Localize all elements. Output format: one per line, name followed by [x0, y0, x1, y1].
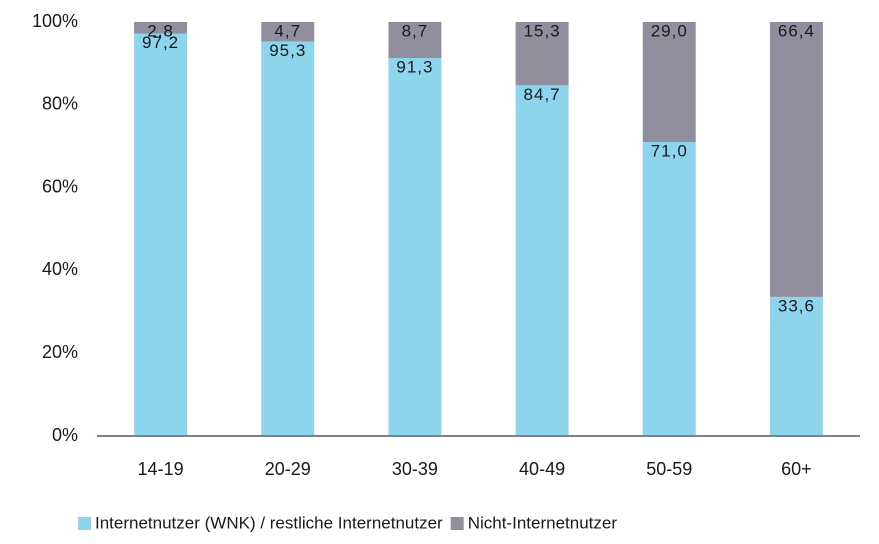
y-tick-label: 20% — [42, 342, 78, 362]
data-label: 15,3 — [524, 21, 561, 40]
legend-swatch — [450, 517, 464, 530]
data-label: 8,7 — [402, 21, 429, 40]
bar-segment — [515, 85, 569, 436]
data-label: 66,4 — [778, 21, 815, 40]
bar-segment — [134, 22, 188, 34]
data-label: 29,0 — [651, 21, 688, 40]
bar-segment — [261, 41, 315, 436]
bar-segment — [769, 296, 823, 436]
data-label: 71,0 — [651, 142, 688, 161]
bar-segment — [642, 22, 696, 143]
x-tick-label: 14-19 — [138, 459, 184, 479]
x-tick-label: 30-39 — [392, 459, 438, 479]
x-tick-label: 40-49 — [519, 459, 565, 479]
bar-segment — [515, 22, 569, 86]
x-tick-label: 20-29 — [265, 459, 311, 479]
bar-segment — [134, 33, 188, 436]
legend-label: Nicht-Internetnutzer — [468, 513, 618, 532]
data-label: 91,3 — [396, 58, 433, 77]
bar-segment — [769, 22, 823, 297]
data-label: 95,3 — [269, 41, 306, 60]
y-tick-label: 40% — [42, 259, 78, 279]
data-label: 33,6 — [778, 296, 815, 315]
y-tick-label: 100% — [32, 11, 78, 31]
bar-segment — [388, 22, 442, 59]
x-tick-label: 50-59 — [646, 459, 692, 479]
data-label: 2,8 — [147, 21, 174, 40]
bar-segment — [642, 142, 696, 436]
legend-label: Internetnutzer (WNK) / restliche Interne… — [95, 513, 443, 532]
y-tick-label: 80% — [42, 94, 78, 114]
y-tick-label: 0% — [52, 425, 78, 445]
y-tick-label: 60% — [42, 176, 78, 196]
legend-swatch — [78, 517, 91, 530]
data-label: 84,7 — [524, 85, 561, 104]
bar-segment — [388, 58, 442, 436]
bar-segment — [261, 22, 315, 42]
x-tick-label: 60+ — [781, 459, 812, 479]
data-label: 97,2 — [142, 33, 179, 52]
data-label: 4,7 — [274, 21, 301, 40]
